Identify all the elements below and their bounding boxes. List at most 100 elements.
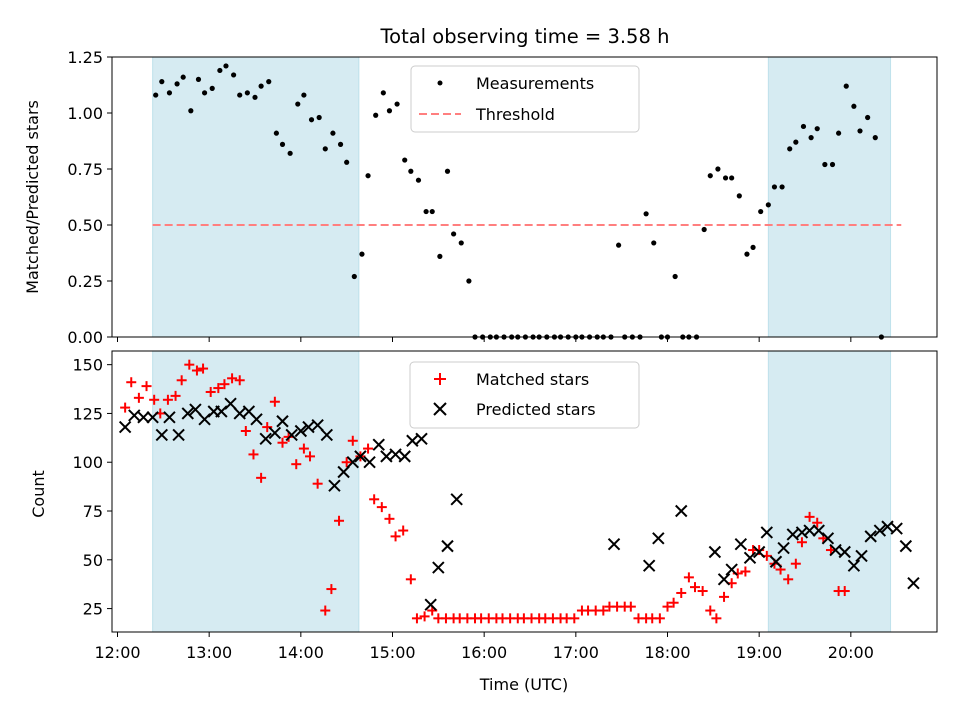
matched-star-point [312, 478, 323, 489]
matched-star-point [227, 373, 238, 384]
matched-star-point [170, 390, 181, 401]
bottom-x-ticks: 12:00 13:00 14:00 15:00 16:00 17:00 18:00 19:00… [94, 632, 874, 662]
predicted-star-point [441, 539, 454, 553]
bottom-legend-box [409, 361, 640, 429]
matched-star-point [126, 377, 137, 388]
measurement-point [444, 168, 451, 174]
predicted-star-point [890, 522, 903, 535]
predicted-star-point [137, 411, 150, 424]
matched-star-point [213, 383, 224, 394]
matched-star-point [662, 601, 673, 612]
measurement-point [322, 146, 328, 152]
y-tick-label: 1.00 [67, 104, 103, 123]
predicted-star-point [803, 524, 816, 537]
x-tick-label: 15:00 [369, 643, 415, 662]
y-tick-label: 75 [83, 502, 103, 521]
matched-star-point [654, 613, 665, 624]
x-tick-label: 19:00 [736, 643, 782, 662]
measurement-point [258, 83, 264, 89]
measurement-point [616, 242, 622, 248]
measurement-point [765, 202, 771, 208]
measurement-point [237, 92, 243, 98]
measurement-point [402, 157, 408, 163]
matched-star-point [234, 375, 245, 386]
matched-star-point [162, 394, 173, 405]
measurement-point [386, 108, 393, 114]
predicted-star-point [821, 532, 835, 545]
measurement-point [223, 63, 229, 69]
top-x-ticks [117, 337, 852, 342]
predicted-star-point [829, 543, 842, 557]
predicted-star-point [233, 407, 246, 420]
predicted-star-point [302, 420, 315, 434]
measurement-point [701, 226, 707, 233]
predicted-star-point [346, 456, 359, 469]
measurement-point [373, 112, 379, 118]
predicted-star-point [276, 415, 289, 428]
matched-star-point [683, 572, 694, 583]
y-tick-label: 0.75 [67, 160, 103, 179]
predicted-star-point [899, 539, 913, 553]
matched-star-point [120, 402, 131, 413]
measurement-point [758, 208, 764, 215]
measurement-point [266, 79, 272, 85]
measurement-point [188, 108, 194, 114]
measurement-point [715, 166, 721, 172]
matched-star-point [198, 363, 209, 374]
bottom-y-axis-label: Count [29, 470, 48, 518]
predicted-star-point [268, 426, 282, 440]
bottom-shaded-regions [152, 350, 892, 633]
top-plot-frame [111, 56, 938, 338]
measurement-point [672, 273, 678, 280]
x-tick-label: 14:00 [278, 643, 324, 662]
matched-star-point [149, 394, 160, 405]
matched-star-point [740, 566, 751, 577]
matched-star-point [326, 584, 337, 595]
matched-star-point [384, 513, 395, 524]
measurement-point [394, 101, 400, 107]
matched-star-point [390, 531, 401, 542]
predicted-star-point [642, 559, 656, 572]
y-tick-label: 0.00 [67, 328, 103, 347]
predicted-star-point [337, 465, 350, 479]
bottom-plot-frame [111, 350, 938, 633]
measurement-point [301, 92, 307, 98]
measurement-point [707, 173, 713, 179]
bottom-panel: 25 50 75 100 125 150 12:00 13:00 14:00 15:00 16:0… [29, 350, 938, 694]
predicted-star-point [838, 545, 851, 559]
measurement-point [466, 278, 472, 284]
measurement-point [273, 130, 279, 136]
matched-star-point [711, 613, 722, 624]
y-tick-label: 50 [83, 551, 103, 570]
matched-star-point [240, 426, 251, 437]
measurement-point [351, 273, 357, 280]
predicted-star-point [786, 528, 799, 541]
measurement-point [744, 251, 750, 257]
measurement-point [365, 173, 371, 179]
shaded-interval [152, 56, 360, 338]
matched-star-point [598, 605, 609, 616]
predicted-star-point [128, 409, 141, 422]
measurement-point [722, 175, 729, 181]
measurement-point [651, 240, 657, 246]
top-legend-box [410, 65, 640, 133]
x-tick-label: 12:00 [94, 643, 140, 662]
measurement-point [800, 123, 807, 130]
matched-star-point [804, 511, 815, 522]
y-tick-label: 100 [72, 453, 103, 472]
measurement-point [231, 72, 237, 78]
predicted-star-point [172, 428, 185, 442]
predicted-star-point [415, 432, 428, 446]
matched-star-point [248, 449, 259, 460]
matched-star-point [133, 392, 144, 403]
predicted-star-point [717, 573, 731, 586]
matched-star-point [398, 525, 409, 536]
measurement-point [771, 184, 778, 190]
matched-star-point [141, 381, 152, 392]
legend-matched-label: Matched stars [476, 370, 589, 389]
predicted-star-point [864, 530, 877, 543]
x-axis-label: Time (UTC) [479, 675, 568, 694]
matched-star-point [369, 494, 380, 505]
measurement-point [808, 135, 814, 141]
